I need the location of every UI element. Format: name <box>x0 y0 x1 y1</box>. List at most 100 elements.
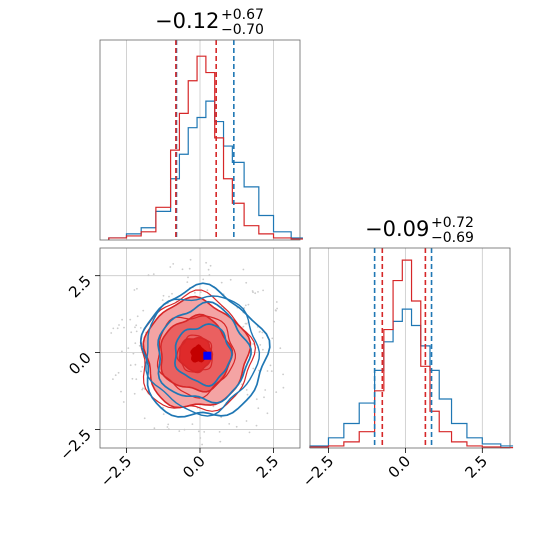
blue-contour-line-1 <box>157 300 252 404</box>
blue-contour-line-2 <box>174 323 233 387</box>
contour-xtick-2: 2.5 <box>253 452 283 482</box>
scatter-point <box>188 267 191 270</box>
scatter-point <box>220 416 223 419</box>
hist-right-title-median: −0.09 <box>365 217 429 241</box>
scatter-point <box>161 299 164 301</box>
scatter-point <box>123 326 125 329</box>
contour-ytick-2: −2.5 <box>56 426 94 464</box>
hist-top-title-minus: −0.70 <box>221 22 264 38</box>
scatter-point <box>181 268 184 271</box>
scatter-point <box>245 281 248 284</box>
scatter-point <box>257 291 259 293</box>
scatter-point <box>235 425 238 428</box>
scatter-point <box>275 391 278 393</box>
scatter-point <box>139 327 142 329</box>
scatter-point <box>247 303 250 306</box>
scatter-point <box>206 289 209 292</box>
scatter-point <box>135 378 138 381</box>
scatter-point <box>269 364 272 367</box>
scatter-point <box>112 327 115 330</box>
hist-top-title-median: −0.12 <box>155 9 219 33</box>
scatter-point <box>134 363 137 366</box>
scatter-point <box>228 423 231 425</box>
scatter-point <box>244 322 247 325</box>
scatter-point <box>266 412 269 415</box>
scatter-point <box>270 370 273 372</box>
contour-xtick-0: −2.5 <box>97 452 135 490</box>
scatter-point <box>172 263 175 265</box>
scatter-point <box>134 326 136 329</box>
scatter-point <box>205 261 208 264</box>
scatter-point <box>252 343 255 345</box>
hist-top-frame <box>99 39 301 241</box>
scatter-point <box>255 398 258 401</box>
scatter-point <box>194 291 196 294</box>
scatter-point <box>133 289 136 291</box>
scatter-point <box>229 278 232 281</box>
contour-ytick-0: 2.5 <box>65 272 95 302</box>
hist-right-frame <box>309 247 511 449</box>
scatter-point <box>136 287 138 290</box>
scatter-point <box>244 304 247 307</box>
scatter-point <box>245 420 248 422</box>
contour-ytick-1: 0.0 <box>65 349 95 379</box>
scatter-point <box>135 330 138 333</box>
red-contour-line-outer-2 <box>176 334 213 373</box>
scatter-point <box>140 370 142 373</box>
scatter-point <box>152 273 155 275</box>
scatter-point <box>110 332 113 334</box>
scatter-point <box>135 324 138 327</box>
scatter-point <box>258 331 261 333</box>
scatter-point <box>127 347 130 349</box>
scatter-point <box>207 268 210 271</box>
scatter-point <box>242 325 245 328</box>
scatter-point <box>131 377 134 380</box>
scatter-point <box>117 371 120 374</box>
scatter-point <box>219 440 222 443</box>
scatter-point <box>189 258 192 261</box>
scatter-point <box>282 373 284 376</box>
hist-right-xtick-2: 2.5 <box>462 452 492 482</box>
scatter-point <box>276 307 278 310</box>
scatter-point <box>136 315 139 318</box>
scatter-point <box>261 337 264 339</box>
scatter-point <box>259 344 262 346</box>
scatter-point <box>162 413 165 415</box>
scatter-point <box>279 347 282 350</box>
scatter-point <box>257 407 260 410</box>
scatter-point <box>266 370 269 372</box>
scatter-point <box>262 289 264 292</box>
scatter-point <box>122 401 125 403</box>
hist-top-panel: −0.12 +0.67−0.70 <box>99 7 303 241</box>
contour-xtick-1: 0.0 <box>179 452 209 482</box>
scatter-point <box>220 281 223 284</box>
scatter-point <box>275 309 277 312</box>
scatter-point <box>245 389 248 391</box>
scatter-point <box>168 295 170 298</box>
scatter-point <box>118 324 120 326</box>
scatter-point <box>141 366 144 368</box>
scatter-point <box>138 344 141 347</box>
hist-right-title-plus: +0.72 <box>431 215 474 231</box>
scatter-point <box>130 331 133 334</box>
scatter-point <box>242 268 245 271</box>
hist-top-series-0 <box>108 100 303 240</box>
scatter-point <box>141 388 144 391</box>
hist-right-title-minus: −0.69 <box>431 230 474 246</box>
scatter-point <box>178 430 181 432</box>
scatter-point <box>263 396 265 399</box>
scatter-point <box>134 342 137 345</box>
scatter-point <box>114 374 117 377</box>
scatter-point <box>133 392 136 395</box>
scatter-point <box>191 423 194 425</box>
scatter-point <box>171 292 173 295</box>
scatter-point <box>121 318 123 321</box>
scatter-point <box>271 337 274 340</box>
scatter-point <box>186 281 189 283</box>
scatter-point <box>282 386 285 389</box>
scatter-point <box>202 278 205 281</box>
scatter-point <box>187 276 189 279</box>
scatter-point <box>132 352 135 355</box>
scatter-point <box>197 430 200 433</box>
